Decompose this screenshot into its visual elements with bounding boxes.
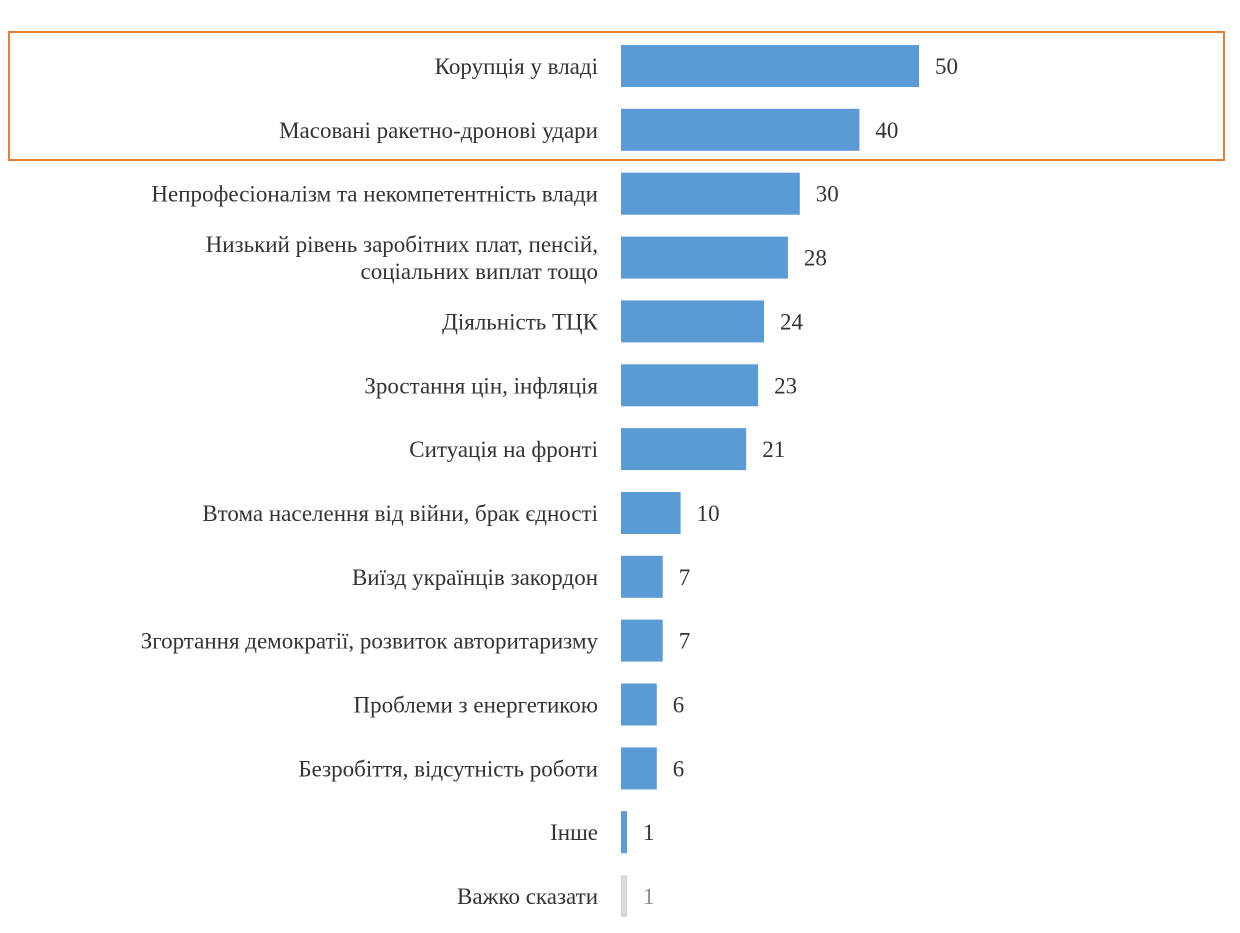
category-label-line: Згортання демократії, розвиток авторитар… — [141, 629, 599, 654]
category-label-line: Ситуація на фронті — [409, 437, 598, 462]
category-label-line: Низький рівень заробітних плат, пенсій, — [206, 232, 598, 257]
value-label: 1 — [643, 884, 655, 909]
category-label-line: Непрофесіоналізм та некомпетентність вла… — [151, 182, 598, 207]
category-label: Діяльність ТЦК — [442, 309, 598, 334]
category-label-line: Зростання цін, інфляція — [364, 373, 598, 398]
bar — [621, 45, 919, 87]
value-label: 1 — [643, 820, 655, 845]
value-label: 6 — [673, 756, 685, 781]
chart-rows: Корупція у владі 50 Масовані ракетно-дроно… — [141, 45, 958, 918]
bar — [621, 875, 627, 918]
category-label: Важко сказати — [457, 884, 598, 909]
value-label: 6 — [673, 693, 685, 718]
bar — [621, 683, 657, 726]
value-label: 7 — [679, 565, 691, 590]
category-label-line: Виїзд українців закордон — [352, 565, 598, 590]
category-label-line: Діяльність ТЦК — [442, 309, 598, 334]
category-label: Безробіття, відсутність роботи — [298, 756, 598, 781]
category-label-line: Інше — [550, 820, 598, 845]
value-label: 21 — [762, 437, 785, 462]
category-label: Корупція у владі — [435, 54, 598, 79]
value-label: 40 — [875, 118, 898, 143]
bar — [621, 747, 657, 790]
bar — [621, 364, 759, 407]
category-label: Низький рівень заробітних плат, пенсій, с… — [206, 232, 598, 284]
category-label-line: Важко сказати — [457, 884, 598, 909]
highlight-frame — [8, 31, 1225, 161]
category-label-line: Безробіття, відсутність роботи — [298, 756, 598, 781]
category-label-line: соціальних виплат тощо — [361, 259, 598, 284]
bar — [621, 172, 800, 215]
category-label: Інше — [550, 820, 598, 845]
category-label-line: Масовані ракетно-дронові удари — [279, 118, 598, 143]
bar — [621, 811, 627, 854]
bar — [621, 619, 663, 662]
bar — [621, 108, 860, 151]
value-label: 30 — [816, 182, 839, 207]
bar — [621, 492, 681, 534]
bar — [621, 555, 663, 598]
category-label: Масовані ракетно-дронові удари — [279, 118, 598, 143]
category-label-line: Корупція у владі — [435, 54, 598, 79]
category-label: Ситуація на фронті — [409, 437, 598, 462]
value-label: 28 — [804, 246, 827, 271]
category-label-line: Втома населення від війни, брак єдності — [202, 501, 598, 526]
category-label: Втома населення від війни, брак єдності — [202, 501, 598, 526]
value-label: 50 — [935, 54, 958, 79]
value-label: 10 — [697, 501, 720, 526]
category-label: Зростання цін, інфляція — [364, 373, 598, 398]
value-label: 23 — [774, 373, 797, 398]
category-label: Непрофесіоналізм та некомпетентність вла… — [151, 182, 598, 207]
bar — [621, 428, 747, 471]
value-label: 24 — [780, 309, 804, 334]
bar — [621, 236, 788, 279]
category-label: Виїзд українців закордон — [352, 565, 598, 590]
category-label-line: Проблеми з енергетикою — [354, 693, 599, 718]
value-label: 7 — [679, 629, 691, 654]
bar — [621, 300, 764, 343]
category-label: Проблеми з енергетикою — [354, 693, 599, 718]
category-label: Згортання демократії, розвиток авторитар… — [141, 629, 599, 654]
